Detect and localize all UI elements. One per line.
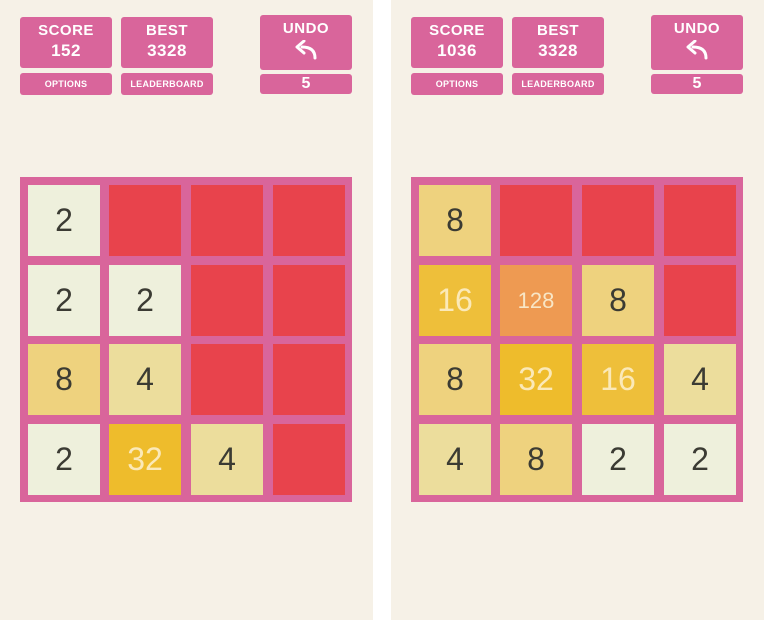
undo-arrow-icon [295, 40, 317, 60]
tile-4: 4 [419, 424, 491, 495]
empty-cell [664, 265, 736, 336]
score-label: SCORE [38, 22, 94, 39]
tile-4: 4 [664, 344, 736, 415]
undo-arrow-icon [686, 40, 708, 60]
game-screen-left: SCORE 152 BEST 3328 OPTIONS LEADERBOARD … [0, 0, 373, 620]
game-board[interactable]: 8 16 128 8 8 32 16 4 4 8 2 2 [411, 177, 743, 502]
score-value: 1036 [437, 41, 477, 60]
options-button[interactable]: OPTIONS [411, 73, 503, 95]
tile-2: 2 [109, 265, 181, 336]
undo-button[interactable]: UNDO [651, 15, 743, 70]
undo-count: 5 [260, 74, 352, 94]
tile-128: 128 [500, 265, 572, 336]
best-label: BEST [145, 22, 188, 39]
empty-cell [191, 344, 263, 415]
empty-cell [500, 185, 572, 256]
tile-2: 2 [28, 424, 100, 495]
options-button[interactable]: OPTIONS [20, 73, 112, 95]
empty-cell [273, 344, 345, 415]
empty-cell [664, 185, 736, 256]
best-label: BEST [536, 22, 579, 39]
tile-16: 16 [582, 344, 654, 415]
empty-cell [273, 185, 345, 256]
empty-cell [109, 185, 181, 256]
game-board[interactable]: 2 2 2 8 4 2 32 4 [20, 177, 352, 502]
tile-16: 16 [419, 265, 491, 336]
tile-2: 2 [582, 424, 654, 495]
tile-8: 8 [500, 424, 572, 495]
tile-2: 2 [28, 265, 100, 336]
tile-32: 32 [500, 344, 572, 415]
score-box: SCORE 152 [20, 17, 112, 68]
best-box: BEST 3328 [121, 17, 213, 68]
empty-cell [273, 424, 345, 495]
score-label: SCORE [429, 22, 485, 39]
best-value: 3328 [147, 41, 187, 60]
game-screen-right: SCORE 1036 BEST 3328 OPTIONS LEADERBOARD… [391, 0, 764, 620]
leaderboard-button[interactable]: LEADERBOARD [512, 73, 604, 95]
empty-cell [582, 185, 654, 256]
score-box: SCORE 1036 [411, 17, 503, 68]
undo-button[interactable]: UNDO [260, 15, 352, 70]
empty-cell [273, 265, 345, 336]
tile-8: 8 [28, 344, 100, 415]
tile-2: 2 [28, 185, 100, 256]
undo-count: 5 [651, 74, 743, 94]
tile-8: 8 [582, 265, 654, 336]
best-box: BEST 3328 [512, 17, 604, 68]
undo-label: UNDO [282, 20, 330, 37]
score-value: 152 [51, 41, 81, 60]
best-value: 3328 [538, 41, 578, 60]
tile-4: 4 [191, 424, 263, 495]
tile-8: 8 [419, 185, 491, 256]
leaderboard-button[interactable]: LEADERBOARD [121, 73, 213, 95]
empty-cell [191, 185, 263, 256]
tile-4: 4 [109, 344, 181, 415]
tile-8: 8 [419, 344, 491, 415]
empty-cell [191, 265, 263, 336]
tile-2: 2 [664, 424, 736, 495]
undo-label: UNDO [673, 20, 721, 37]
tile-32: 32 [109, 424, 181, 495]
